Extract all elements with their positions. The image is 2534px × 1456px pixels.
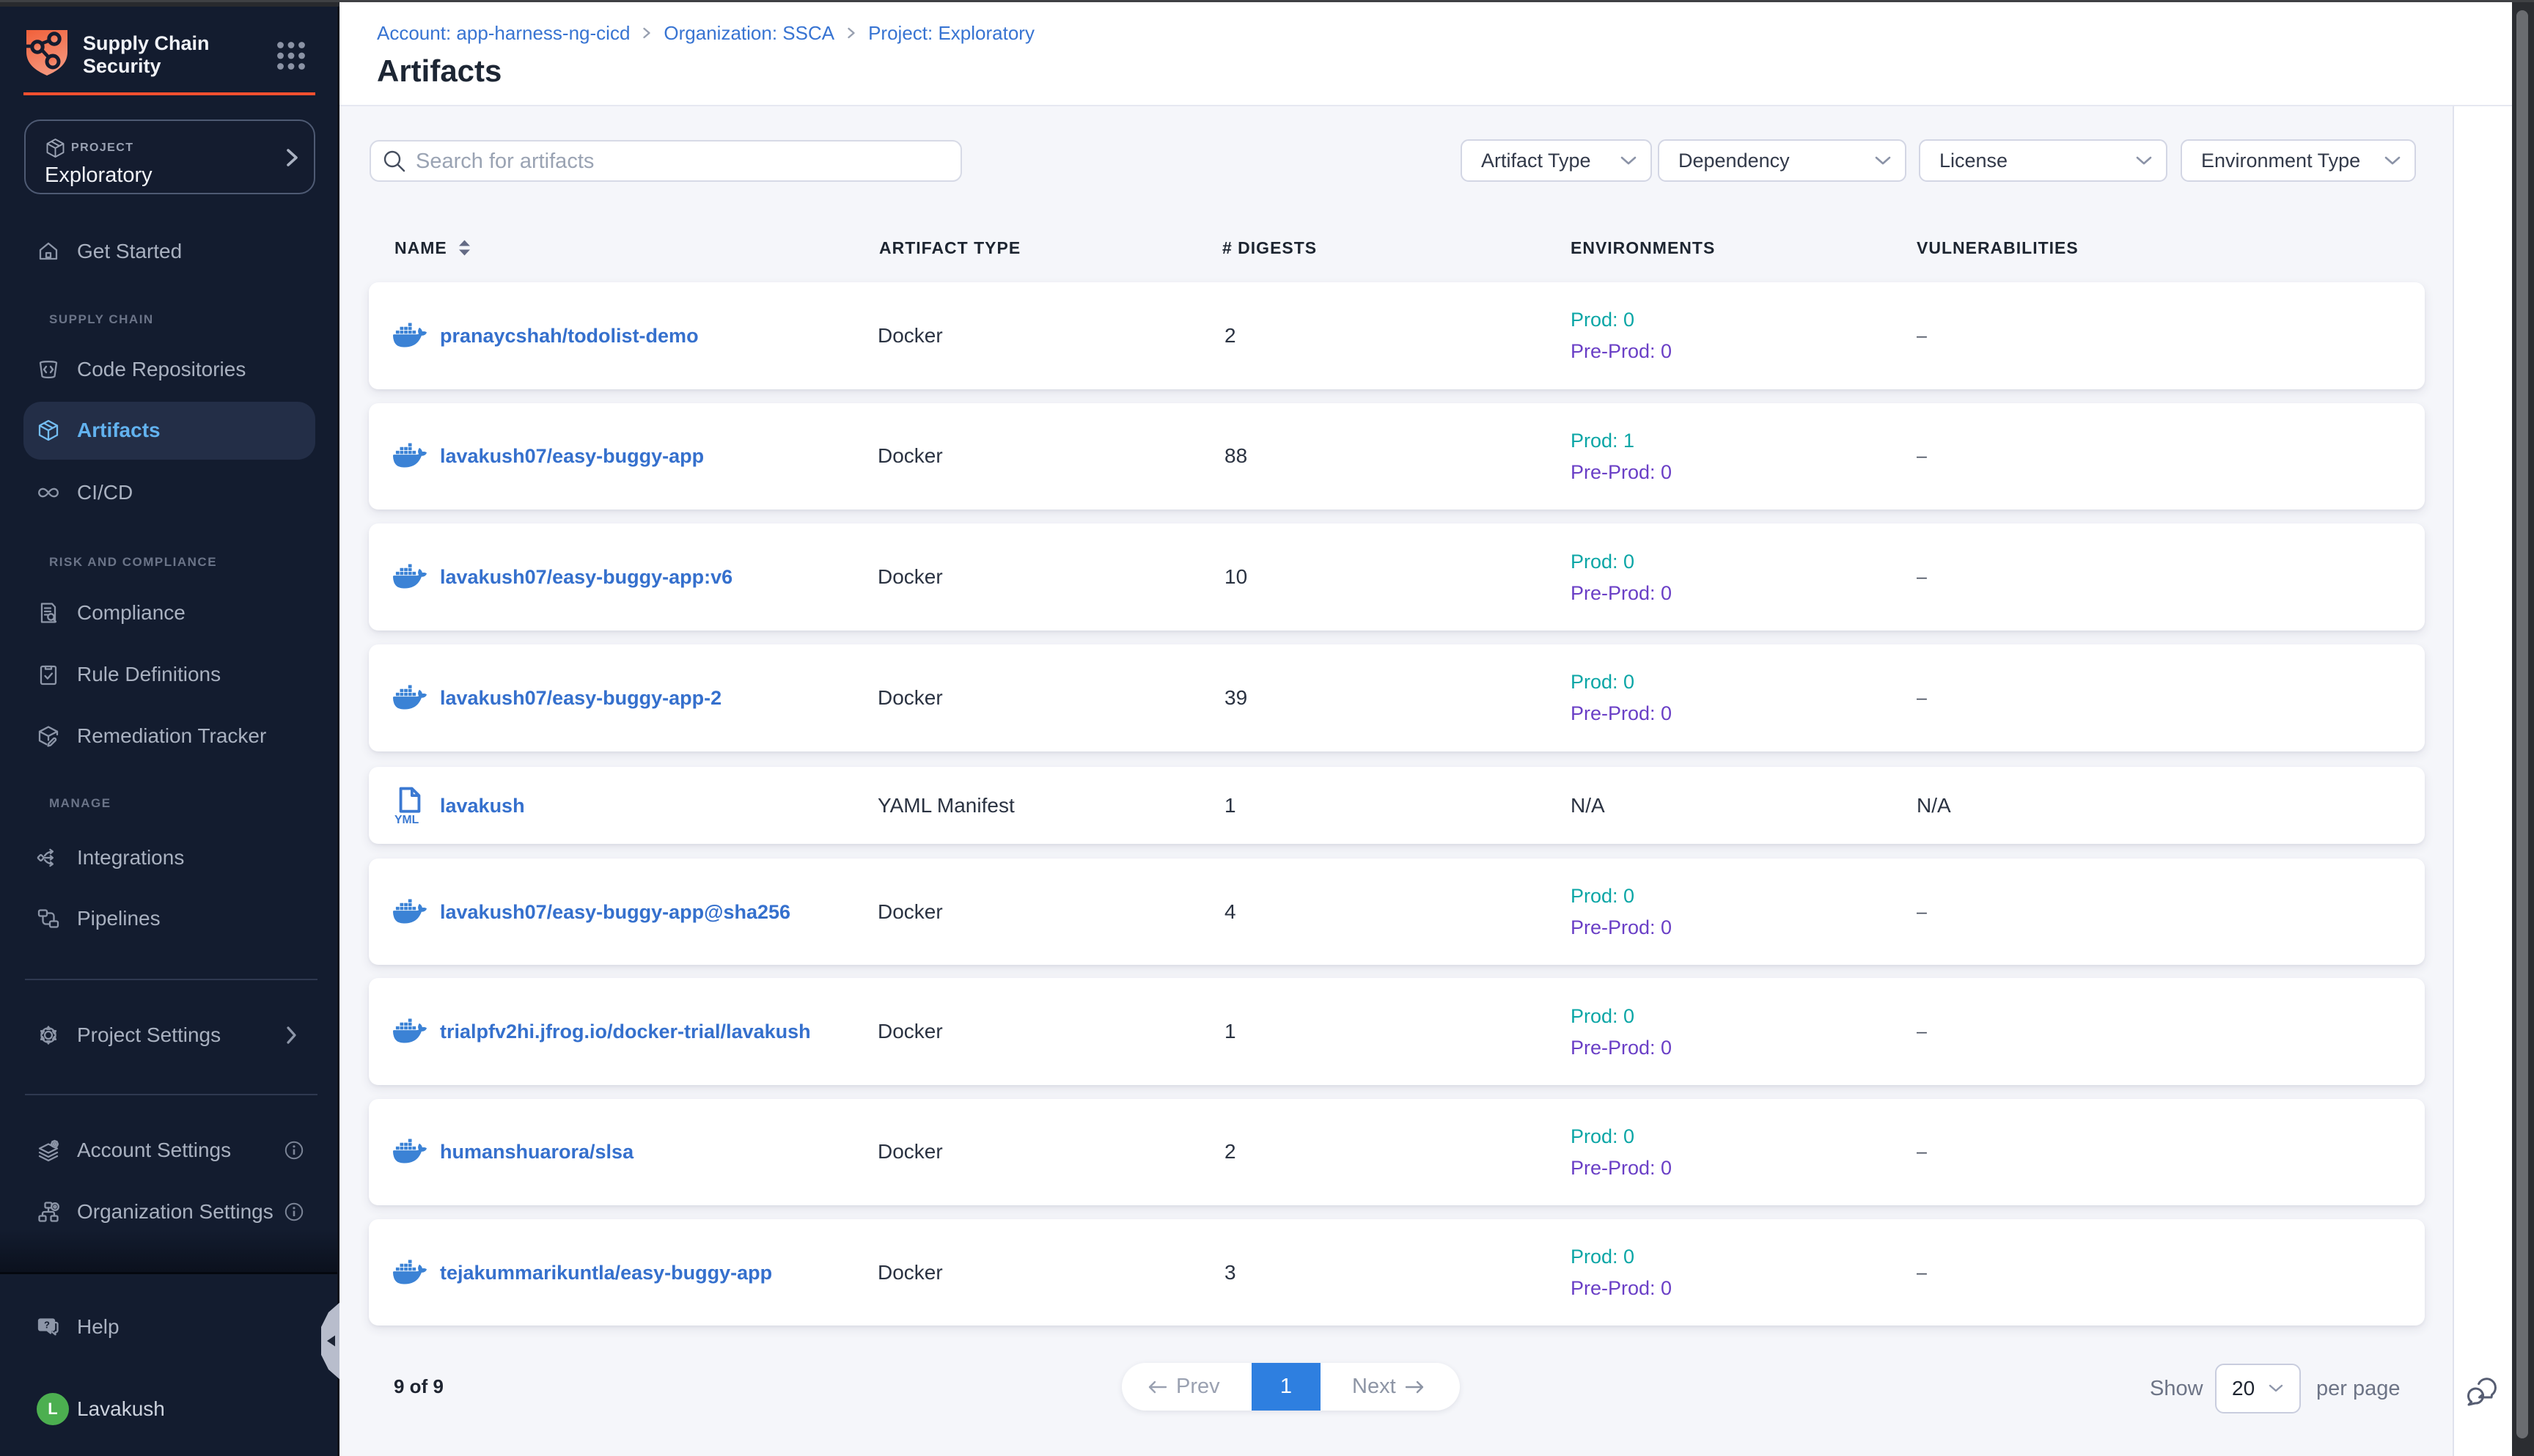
- svg-text:?: ?: [44, 1320, 50, 1331]
